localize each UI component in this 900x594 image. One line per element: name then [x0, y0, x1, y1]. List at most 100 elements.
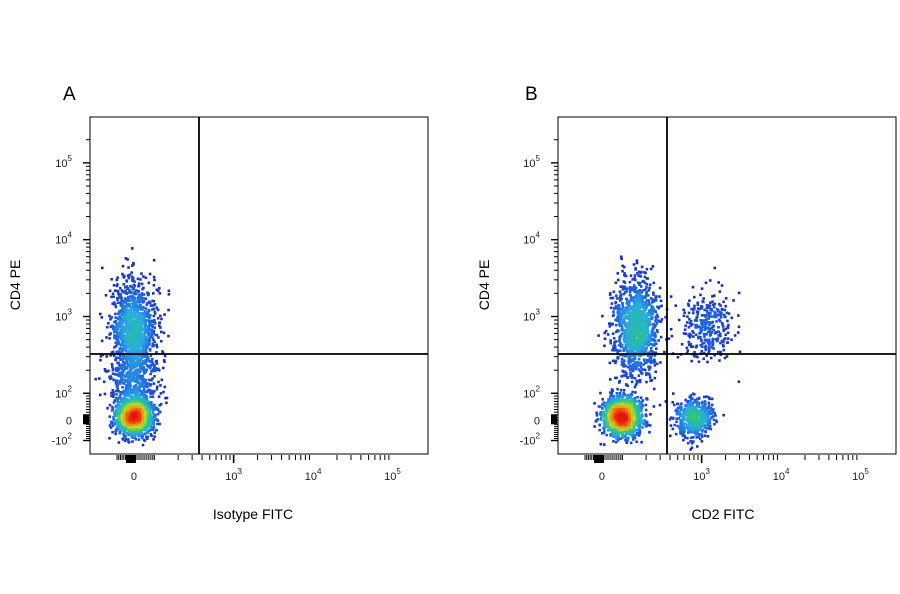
panel-a-event-point [129, 311, 133, 315]
panel-b-event-point [615, 436, 618, 439]
panel-a-event-point [147, 401, 150, 405]
panel-a-event-point [152, 283, 156, 287]
panel-a-event-point [141, 299, 144, 303]
panel-b-event-point [640, 401, 643, 404]
panel-b-event-point [653, 354, 657, 357]
panel-a-event-point [135, 330, 138, 334]
panel-a-event-point [121, 398, 124, 402]
panel-b-event-point [675, 420, 678, 424]
panel-a-event-point [145, 417, 149, 421]
panel-a-event-point [135, 307, 139, 311]
panel-b-event-point [623, 340, 627, 344]
panel-a-event-point [144, 351, 148, 355]
panel-b-event-point [617, 339, 621, 343]
panel-b-event-point [642, 363, 645, 366]
panel-b-event-point [632, 362, 636, 366]
panel-a-event-point [145, 364, 149, 367]
panel-b-y-tick-label-2: 102 [523, 384, 540, 400]
panel-a-event-point [125, 310, 129, 314]
panel-a-event-point [110, 324, 114, 328]
panel-a-event-point [155, 343, 158, 347]
panel-a-x-axis-label: Isotype FITC [213, 506, 293, 522]
panel-a-event-point [137, 298, 141, 302]
panel-b-event-point [712, 294, 716, 297]
panel-b-event-point [643, 302, 647, 305]
panel-b-event-point [698, 426, 701, 429]
panel-b-event-point [650, 315, 653, 318]
panel-b-event-point [629, 346, 632, 350]
panel-b-event-point [722, 340, 725, 344]
panel-a-event-point [128, 345, 131, 349]
panel-a-event-point [149, 417, 153, 421]
panel-b-event-point [726, 337, 730, 340]
panel-a-event-point [118, 286, 122, 290]
panel-b-event-point [714, 315, 718, 319]
panel-a-event-point [153, 363, 156, 367]
panel-a-event-point [111, 424, 115, 428]
panel-a-event-point [139, 278, 142, 281]
panel-a-event-point [147, 406, 151, 409]
panel-b-event-point [654, 297, 657, 301]
panel-a-event-point [142, 345, 146, 348]
panel-b-event-point [701, 319, 704, 322]
panel-a-event-point [128, 411, 132, 414]
panel-b-event-point [648, 283, 652, 287]
panel-a-event-point [142, 332, 146, 335]
panel-a-event-point [131, 279, 134, 282]
panel-b-event-point [608, 325, 612, 328]
panel-b-event-point [726, 326, 729, 329]
panel-b-event-point [705, 318, 708, 321]
panel-b-event-point [717, 318, 721, 322]
panel-a-event-point [153, 431, 157, 434]
panel-b-event-point [689, 424, 692, 428]
panel-b-event-point [621, 436, 624, 440]
panel-a-event-point [152, 382, 156, 385]
panel-b-event-point [610, 430, 614, 434]
panel-a-event-point [124, 388, 128, 392]
panel-a-event-point [121, 420, 125, 423]
panel-b-event-point [635, 293, 639, 297]
panel-a-event-point [151, 395, 155, 399]
panel-a-event-point [160, 317, 163, 321]
panel-b-event-point [689, 345, 693, 349]
panel-a-event-point [138, 377, 142, 380]
panel-b-event-point [737, 291, 741, 295]
panel-b-event-point [713, 353, 716, 357]
panel-b-event-point [698, 307, 702, 311]
panel-b-event-point [702, 325, 705, 329]
panel-a-event-point [138, 361, 141, 365]
panel-b-event-point [634, 286, 638, 290]
panel-b-event-point [694, 323, 697, 327]
panel-b-event-point [649, 346, 653, 350]
panel-a-event-point [137, 346, 141, 350]
panel-b-event-point [718, 319, 722, 323]
panel-b-event-point [688, 425, 691, 429]
panel-b-event-point [618, 323, 622, 327]
panel-a-event-point [148, 272, 152, 276]
panel-b-event-point [636, 304, 640, 307]
panel-a-letter: A [63, 84, 76, 105]
panel-b-event-point [642, 306, 645, 309]
panel-a-event-point [120, 296, 123, 300]
panel-b-event-point [600, 431, 604, 435]
panel-a-event-point [123, 297, 127, 300]
panel-b-event-point [620, 257, 623, 261]
panel-b-event-point [691, 311, 695, 315]
panel-b-event-point [640, 305, 644, 309]
panel-b-event-point [623, 359, 626, 362]
panel-b-event-point [623, 291, 627, 294]
panel-a-event-point [137, 397, 141, 401]
panel-b-event-point [644, 373, 648, 377]
panel-b-event-point [655, 328, 659, 332]
panel-b-event-point [627, 310, 631, 314]
panel-a-event-point [133, 290, 136, 294]
panel-a-event-point [127, 323, 130, 327]
panel-b-event-point [702, 297, 705, 300]
panel-b-event-point [701, 342, 704, 345]
panel-a-event-point [150, 357, 154, 361]
panel-a-event-point [127, 427, 130, 431]
panel-a-event-point [155, 306, 159, 310]
panel-a-event-point [105, 336, 108, 339]
panel-b-event-point [616, 351, 619, 354]
panel-a-event-point [130, 329, 133, 333]
